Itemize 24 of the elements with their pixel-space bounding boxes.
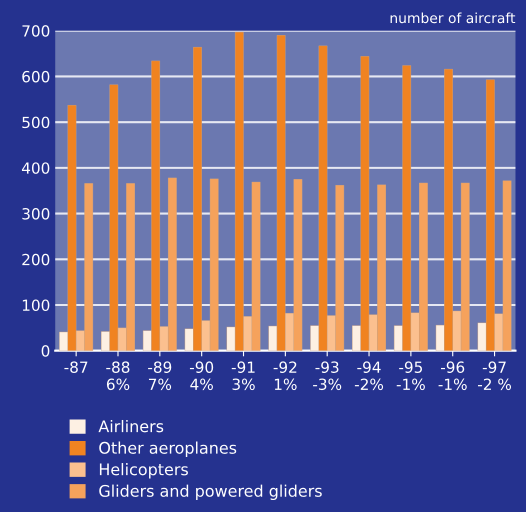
x-tick-label: -89 7% <box>148 361 172 390</box>
x-tick-label: -93 -3% <box>313 361 342 390</box>
y-tick-label: 400 <box>22 162 50 174</box>
y-tick-label: 100 <box>22 299 50 312</box>
x-tick-label: -88 6% <box>106 361 130 390</box>
y-axis-title: number of aircraft <box>390 12 516 24</box>
y-tick-label: 200 <box>22 254 50 266</box>
x-tick-label: -96 -1% <box>438 361 467 390</box>
legend-label: Airliners <box>98 420 164 432</box>
x-tick-label: -92 1% <box>274 361 297 390</box>
x-tick-label: -94 -2% <box>354 361 384 390</box>
x-tick-label: -90 4% <box>190 361 214 390</box>
legend-label: Other aeroplanes <box>99 442 236 457</box>
legend-label: Helicopters <box>100 463 188 478</box>
x-tick-label: -91 3% <box>232 361 255 390</box>
y-tick-label: 300 <box>22 208 50 220</box>
x-tick-label: -87 <box>64 361 88 373</box>
y-tick-label: 0 <box>42 345 50 357</box>
x-tick-label: -95 -1% <box>396 361 425 390</box>
x-tick-label: -97 -2 % <box>478 361 512 390</box>
y-tick-label: 700 <box>22 25 50 37</box>
y-tick-label: 500 <box>22 116 50 128</box>
y-tick-label: 600 <box>22 70 50 82</box>
legend-label: Gliders and powered gliders <box>99 484 322 500</box>
